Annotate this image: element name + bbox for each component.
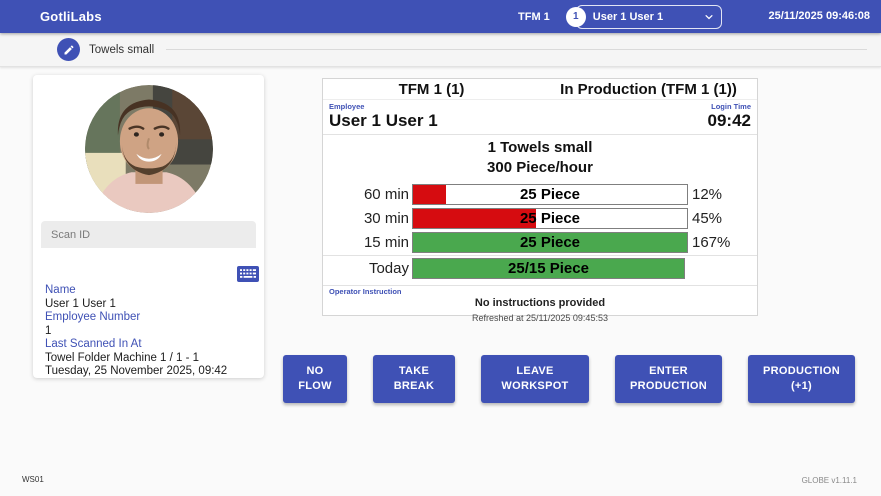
progress-bar-fill bbox=[413, 259, 684, 278]
panel-login-time: 09:42 bbox=[707, 111, 751, 130]
progress-row-label: 30 min bbox=[363, 209, 409, 227]
product-name: 1 Towels small bbox=[487, 139, 593, 156]
stepper-connector-line bbox=[166, 49, 867, 50]
machine-label: TFM 1 bbox=[518, 10, 550, 23]
progress-bar: 25/15 Piece bbox=[412, 258, 685, 279]
pencil-icon bbox=[64, 44, 74, 54]
progress-row-30min: 30 min 25 Piece 45% bbox=[323, 206, 757, 230]
keyboard-icon bbox=[237, 266, 259, 282]
panel-sub-labels: Employee Login Time bbox=[323, 100, 757, 111]
progress-bar-text: 25 Piece bbox=[519, 209, 581, 227]
progress-bar-text: 25 Piece bbox=[519, 185, 581, 203]
action-button-row: NO FLOW TAKE BREAK LEAVE WORKSPOT ENTER … bbox=[283, 355, 855, 403]
selected-user-label: User 1 User 1 bbox=[592, 10, 664, 23]
panel-header: TFM 1 (1) In Production (TFM 1 (1)) bbox=[323, 79, 757, 100]
edit-step-button[interactable] bbox=[57, 38, 80, 61]
employee-info: Name User 1 User 1 Employee Number 1 Las… bbox=[45, 284, 227, 379]
progress-bars: 60 min 25 Piece 12% 30 min 25 Piece 45% … bbox=[323, 178, 757, 283]
progress-bar: 25 Piece bbox=[412, 231, 688, 253]
photo-wrap bbox=[33, 75, 264, 213]
user-dropdown[interactable]: 1 User 1 User 1 bbox=[565, 4, 722, 29]
employee-card: Name User 1 User 1 Employee Number 1 Las… bbox=[33, 75, 264, 378]
progress-row-today: Today 25/15 Piece bbox=[323, 255, 757, 281]
brand-logo: GotliLabs bbox=[40, 9, 102, 24]
workstation-id: WS01 bbox=[22, 475, 44, 484]
progress-row-label: 15 min bbox=[363, 233, 409, 251]
progress-bar-text: 25 Piece bbox=[519, 233, 581, 251]
progress-percent: 167% bbox=[692, 233, 731, 251]
product-stepper-bar: Towels small bbox=[0, 33, 881, 67]
panel-employee-name: User 1 User 1 bbox=[329, 111, 438, 130]
progress-percent: 45% bbox=[692, 209, 723, 227]
progress-bar: 25 Piece bbox=[412, 207, 688, 229]
refreshed-timestamp: Refreshed at 25/11/2025 09:45:53 bbox=[472, 313, 608, 323]
last-scanned-location: Towel Folder Machine 1 / 1 - 1 bbox=[45, 351, 200, 364]
clock-datetime: 25/11/2025 09:46:08 bbox=[768, 10, 870, 22]
progress-bar: 25 Piece bbox=[412, 183, 688, 205]
employee-photo bbox=[84, 85, 213, 213]
panel-user-row: User 1 User 1 09:42 bbox=[323, 111, 757, 135]
user-session-group: TFM 1 1 User 1 User 1 bbox=[518, 0, 722, 33]
operator-instruction-section: Operator Instruction No instructions pro… bbox=[323, 285, 757, 315]
app-bar: GotliLabs TFM 1 1 User 1 User 1 25/11/20… bbox=[0, 0, 881, 33]
employee-number-value: 1 bbox=[45, 324, 52, 337]
app-version: GLOBE v1.11.1 bbox=[801, 476, 857, 485]
panel-title-status: In Production (TFM 1 (1)) bbox=[560, 81, 737, 98]
virtual-keyboard-button[interactable] bbox=[237, 266, 259, 282]
user-count-badge: 1 bbox=[565, 6, 586, 27]
login-time-column-label: Login Time bbox=[711, 102, 751, 111]
progress-row-label: Today bbox=[368, 260, 409, 277]
progress-row-60min: 60 min 25 Piece 12% bbox=[323, 182, 757, 206]
last-scanned-label: Last Scanned In At bbox=[45, 338, 142, 350]
enter-production-button[interactable]: ENTER PRODUCTION bbox=[615, 355, 722, 403]
progress-bar-fill bbox=[413, 232, 687, 252]
production-plus-one-button[interactable]: PRODUCTION (+1) bbox=[748, 355, 855, 403]
progress-percent: 12% bbox=[692, 185, 723, 203]
step-label: Towels small bbox=[89, 43, 155, 56]
progress-bar-fill bbox=[413, 184, 446, 204]
operator-instruction-label: Operator Instruction bbox=[329, 287, 402, 296]
product-rate: 300 Piece/hour bbox=[487, 159, 593, 176]
product-info: 1 Towels small 300 Piece/hour bbox=[323, 135, 757, 178]
chevron-down-icon bbox=[705, 14, 713, 19]
panel-title-machine: TFM 1 (1) bbox=[398, 81, 465, 98]
leave-workspot-button[interactable]: LEAVE WORKSPOT bbox=[481, 355, 589, 403]
progress-bar-fill bbox=[413, 208, 537, 228]
no-flow-button[interactable]: NO FLOW bbox=[283, 355, 347, 403]
take-break-button[interactable]: TAKE BREAK bbox=[373, 355, 455, 403]
operator-instruction-text: No instructions provided bbox=[474, 297, 606, 309]
employee-number-label: Employee Number bbox=[45, 311, 141, 323]
name-value: User 1 User 1 bbox=[45, 297, 116, 310]
name-label: Name bbox=[45, 284, 76, 296]
production-panel: TFM 1 (1) In Production (TFM 1 (1)) Empl… bbox=[322, 78, 758, 316]
progress-row-label: 60 min bbox=[363, 185, 409, 203]
progress-bar-text: 25/15 Piece bbox=[508, 260, 589, 277]
progress-row-15min: 15 min 25 Piece 167% bbox=[323, 230, 757, 254]
scan-id-input[interactable] bbox=[41, 221, 256, 248]
employee-column-label: Employee bbox=[329, 102, 365, 111]
last-scanned-time: Tuesday, 25 November 2025, 09:42 bbox=[45, 365, 228, 377]
